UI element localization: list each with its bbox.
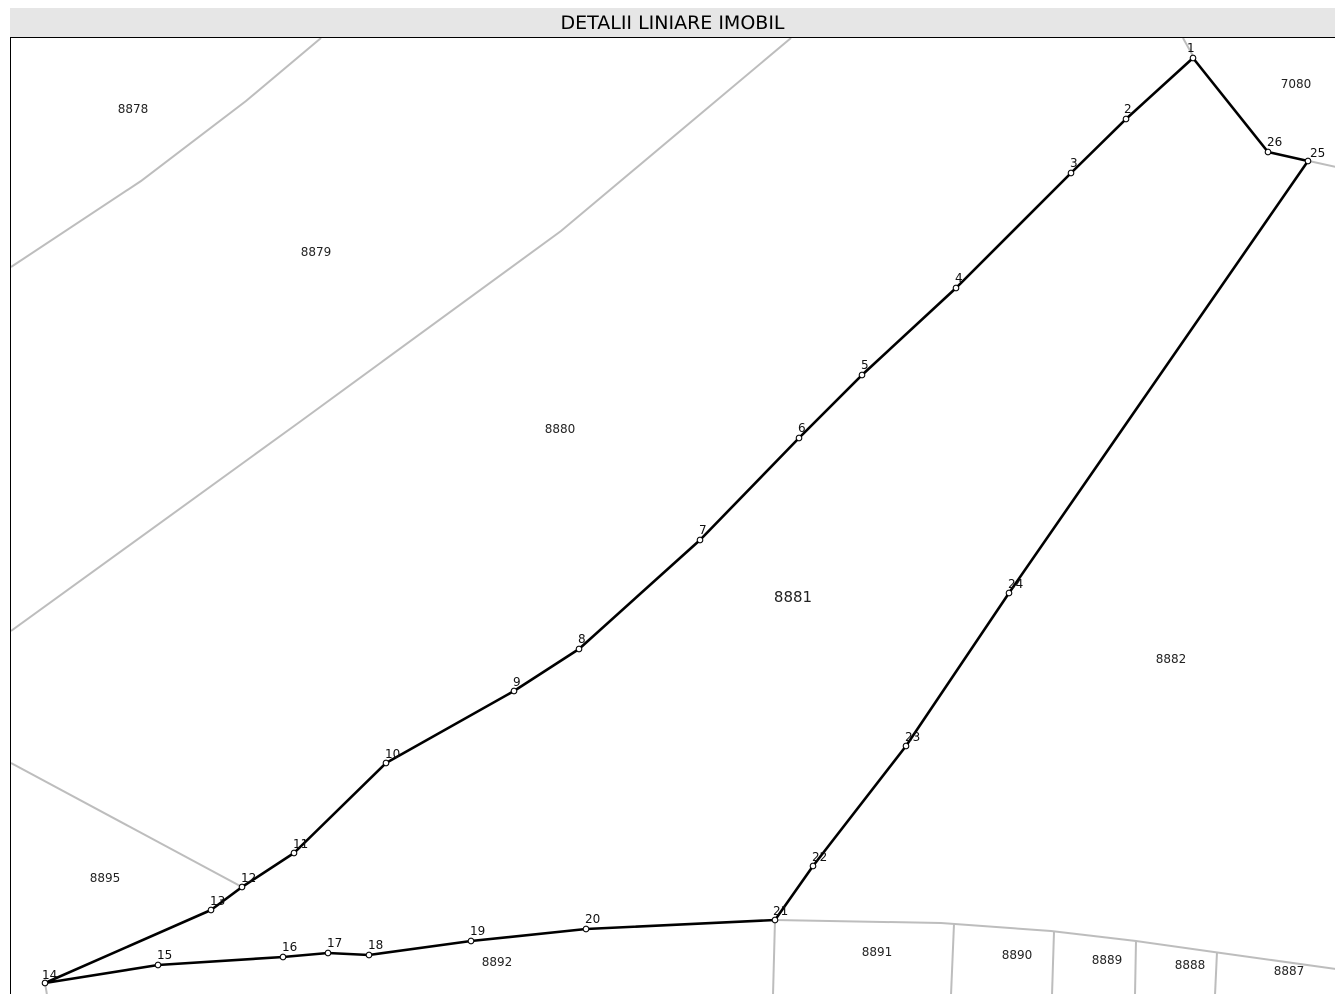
page-title: DETALII LINIARE IMOBIL [560,11,785,34]
vertex-label: 3 [1070,156,1078,170]
parcel-line [11,762,243,888]
vertex-point[interactable] [582,925,590,933]
vertex-label: 21 [773,904,788,918]
vertex-point[interactable] [1122,115,1130,123]
vertex-point[interactable] [207,906,215,914]
vertex-label: 14 [42,968,57,982]
parcel-label: 8890 [1002,948,1033,962]
parcel-line [1308,160,1335,168]
vertex-label: 9 [513,675,521,689]
parcel-label: 8892 [482,955,513,969]
parcel-label: 8879 [301,245,332,259]
vertex-label: 16 [282,940,297,954]
parcel-line [1051,931,1055,994]
vertex-label: 1 [1187,41,1195,55]
parcel-line [1182,38,1194,57]
parcel-label: 8891 [862,945,893,959]
vertex-point[interactable] [575,645,583,653]
parcel-line [11,38,792,632]
vertex-point[interactable] [467,937,475,945]
vertex-point[interactable] [795,434,803,442]
vertex-label: 8 [578,632,586,646]
vertex-point[interactable] [154,961,162,969]
vertex-label: 12 [241,871,256,885]
vertex-label: 18 [368,938,383,952]
vertex-label: 11 [293,837,308,851]
parcel-label: 8887 [1274,964,1305,978]
parcel-label: 8880 [545,422,576,436]
vertex-label: 20 [585,912,600,926]
vertex-label: 19 [470,924,485,938]
parcel-label: 8895 [90,871,121,885]
vertex-point[interactable] [902,742,910,750]
parcel-line [950,923,955,994]
parcel-line [774,919,1335,970]
vertex-point[interactable] [1005,589,1013,597]
vertex-point[interactable] [1189,54,1197,62]
vertex-point[interactable] [238,883,246,891]
neighbor-parcel-lines [11,38,1335,994]
vertex-label: 23 [905,730,920,744]
parcel-label: 8888 [1175,958,1206,972]
vertex-point[interactable] [771,916,779,924]
parcel-labels: 8878 8879 8880 8881 8882 7080 8895 8892 8891 8890… [90,77,1312,978]
vertex-point[interactable] [696,536,704,544]
page-header: DETALII LINIARE IMOBIL [10,8,1335,37]
vertex-point[interactable] [279,953,287,961]
parcel-line [11,38,322,268]
vertex-label: 10 [385,747,400,761]
vertex-point[interactable] [324,949,332,957]
vertex-label: 5 [861,358,869,372]
parcel-label: 8881 [774,588,812,606]
vertex-point[interactable] [809,862,817,870]
vertex-label: 4 [955,271,963,285]
vertex-point[interactable] [290,849,298,857]
vertex-point[interactable] [510,687,518,695]
vertex-point[interactable] [41,979,49,987]
vertex-point[interactable] [365,951,373,959]
parcel-line [1214,951,1218,994]
parcel-label: 8882 [1156,652,1187,666]
vertex-point[interactable] [382,759,390,767]
vertex-label: 13 [210,894,225,908]
parcel-line [772,919,776,994]
vertex-label: 2 [1124,102,1132,116]
vertex-point[interactable] [1264,148,1272,156]
parcel-label: 7080 [1281,77,1312,91]
vertex-label: 26 [1267,135,1282,149]
vertex-point[interactable] [1067,169,1075,177]
vertex-label: 17 [327,936,342,950]
cadastral-map[interactable]: 1 2 3 4 5 6 7 8 9 10 11 12 13 14 15 16 17 18 19 20 21 22 23 24 2… [10,37,1335,994]
vertex-point[interactable] [858,371,866,379]
parcel-8881-boundary [43,56,1310,985]
vertex-label: 15 [157,948,172,962]
vertex-label: 7 [699,523,707,537]
parcel-label: 8878 [118,102,149,116]
vertex-label: 22 [812,850,827,864]
parcel-line [1134,940,1137,994]
vertex-point[interactable] [952,284,960,292]
vertex-label: 6 [798,421,806,435]
vertex-label: 24 [1008,577,1023,591]
vertex-label: 25 [1310,146,1325,160]
parcel-label: 8889 [1092,953,1123,967]
vertex-point[interactable] [1304,157,1312,165]
